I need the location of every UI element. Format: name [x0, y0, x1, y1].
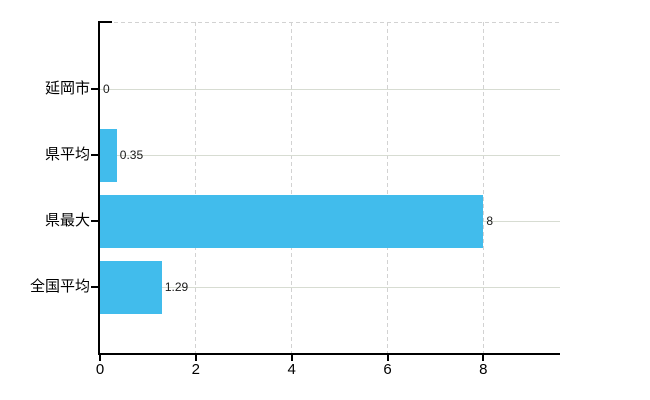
horizontal-gridline	[100, 88, 560, 90]
plot-top-border	[100, 22, 560, 23]
horizontal-gridline	[100, 154, 560, 156]
vertical-gridline	[195, 22, 197, 354]
bar	[100, 260, 162, 314]
y-axis-tick	[91, 220, 99, 222]
x-tick-label: 2	[191, 361, 200, 378]
x-tick-label: 0	[95, 361, 105, 378]
y-axis-line	[98, 22, 100, 355]
vertical-gridline	[482, 22, 484, 354]
bar	[100, 194, 484, 248]
x-axis-tick	[99, 355, 101, 361]
x-tick-label: 8	[479, 361, 488, 378]
y-axis-top-cap	[98, 21, 112, 23]
x-tick-label: 6	[383, 361, 392, 378]
x-tick-label: 4	[287, 361, 296, 378]
value-label: 8	[486, 214, 494, 228]
vertical-gridline	[291, 22, 293, 354]
y-axis-tick	[91, 286, 99, 288]
x-axis-tick	[386, 355, 389, 361]
y-axis-tick	[91, 88, 99, 90]
value-label: 0	[103, 82, 110, 96]
category-label: 県平均	[44, 146, 90, 163]
x-axis-tick	[482, 355, 485, 361]
category-label: 県最大	[44, 212, 90, 229]
horizontal-gridline	[100, 286, 560, 288]
y-axis-tick	[91, 154, 99, 156]
value-label: 1.29	[164, 280, 189, 294]
x-axis-tick	[290, 355, 293, 361]
vertical-gridline	[387, 22, 388, 354]
category-label: 全国平均	[29, 278, 90, 295]
category-label: 延岡市	[44, 80, 90, 97]
bar	[100, 128, 117, 182]
value-label: 0.35	[119, 148, 144, 162]
x-axis-line	[98, 353, 560, 355]
x-axis-tick	[194, 355, 197, 361]
